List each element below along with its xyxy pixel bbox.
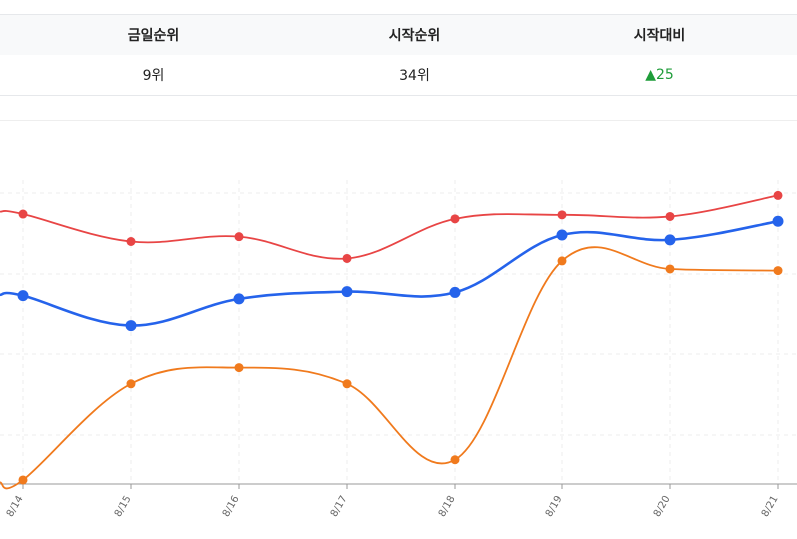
data-point	[665, 264, 675, 274]
x-tick-label: 8/18	[437, 494, 458, 519]
data-point	[126, 237, 136, 246]
rank-change-header: 시작대비	[633, 28, 686, 44]
data-point	[449, 286, 461, 298]
data-point	[556, 229, 568, 241]
rank-change-value: ▲ 25	[522, 55, 797, 95]
x-tick-label: 8/20	[652, 494, 673, 519]
data-point	[450, 455, 460, 465]
data-point	[341, 286, 353, 298]
data-point	[665, 211, 675, 221]
data-point	[18, 475, 28, 485]
data-point	[557, 210, 567, 220]
start-rank-value: 34위	[399, 68, 430, 84]
x-tick-label: 8/15	[113, 494, 134, 519]
x-tick-label: 8/19	[544, 494, 565, 519]
section-divider	[0, 120, 797, 121]
data-point	[234, 363, 244, 373]
data-point	[557, 256, 567, 266]
series-line	[0, 220, 779, 327]
x-tick-label: 8/16	[221, 494, 242, 519]
rank-table-value-row: 9위 34위 ▲ 25	[0, 55, 797, 96]
series-line	[0, 194, 779, 260]
data-point	[450, 214, 460, 224]
data-point	[773, 190, 783, 200]
data-point	[772, 215, 784, 227]
start-rank-header: 시작순위	[388, 28, 441, 44]
data-point	[664, 234, 676, 246]
x-tick-label: 8/17	[329, 494, 350, 519]
data-point	[233, 293, 245, 305]
data-point	[126, 379, 136, 389]
series-line	[0, 246, 779, 490]
data-point	[234, 232, 244, 242]
x-tick-label: 8/21	[760, 494, 781, 519]
today-rank-header: 금일순위	[127, 28, 180, 44]
up-triangle-icon: ▲	[645, 67, 656, 83]
rank-change-number: 25	[655, 67, 674, 83]
data-point	[17, 290, 29, 302]
rank-summary-table: 금일순위 시작순위 시작대비 9위 34위 ▲ 25	[0, 14, 797, 96]
today-rank-value: 9위	[142, 68, 165, 84]
data-point	[18, 209, 28, 219]
data-point	[342, 253, 352, 263]
data-point	[773, 266, 783, 276]
data-point	[125, 320, 137, 332]
rank-table-header-row: 금일순위 시작순위 시작대비	[0, 15, 797, 55]
data-point	[342, 379, 352, 389]
x-tick-label: 8/14	[5, 494, 26, 519]
